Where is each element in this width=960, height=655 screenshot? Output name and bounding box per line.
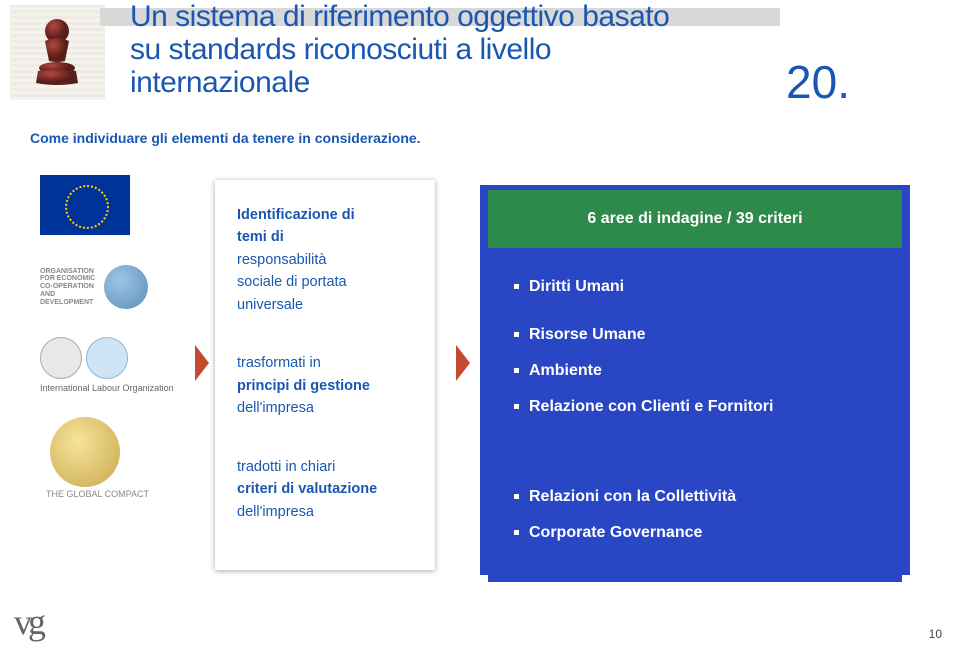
middle-text: responsabilità [237, 249, 413, 271]
ilo-emblem-icon [40, 337, 82, 379]
global-compact-icon [50, 417, 120, 487]
middle-text: temi di [237, 226, 413, 248]
oecd-globe-icon [104, 265, 148, 309]
chess-decoration [10, 5, 105, 100]
oecd-logo: ORGANISATION FOR ECONOMIC CO-OPERATION A… [40, 265, 205, 309]
middle-text: criteri di valutazione [237, 478, 413, 500]
middle-text: dell'impresa [237, 397, 413, 419]
middle-text: trasformati in [237, 352, 413, 374]
ilo-label: International Labour Organization [40, 383, 205, 393]
slide-number: 20. [786, 55, 850, 109]
middle-text: tradotti in chiari [237, 456, 413, 478]
arrow-icon [195, 345, 209, 381]
criteria-header-text: 6 aree di indagine / 39 criteri [587, 210, 802, 228]
criteria-box: Relazioni con la Collettività Corporate … [488, 462, 902, 582]
oecd-label: ORGANISATION FOR ECONOMIC CO-OPERATION A… [40, 268, 100, 306]
middle-text: Identificazione di [237, 204, 413, 226]
page-number: 10 [929, 627, 942, 641]
title-line: su standards riconosciuti a livello [130, 33, 551, 66]
criteria-item: Corporate Governance [514, 524, 876, 542]
middle-text: principi di gestione [237, 375, 413, 397]
middle-text: universale [237, 294, 413, 316]
un-emblem-icon [86, 337, 128, 379]
criteria-item: Diritti Umani [514, 278, 876, 296]
global-compact-label: THE GLOBAL COMPACT [46, 489, 205, 499]
criteria-item: Relazione con Clienti e Fornitori [514, 398, 876, 416]
brand-mark: vg [14, 601, 42, 643]
chess-pawn-icon [30, 13, 85, 93]
criteria-header: 6 aree di indagine / 39 criteri [488, 190, 902, 248]
title-line: Un sistema di riferimento oggettivo basa… [130, 0, 669, 33]
middle-text: dell'impresa [237, 501, 413, 523]
eu-flag-icon [40, 175, 130, 235]
page-title: Un sistema di riferimento oggettivo basa… [130, 0, 669, 99]
middle-panel: Identificazione di temi di responsabilit… [215, 180, 435, 570]
criteria-item: Relazioni con la Collettività [514, 488, 876, 506]
arrow-icon [456, 345, 470, 381]
criteria-item: Ambiente [514, 362, 876, 380]
page-subtitle: Come individuare gli elementi da tenere … [30, 130, 421, 146]
ilo-logo [40, 337, 205, 379]
title-line: internazionale [130, 66, 310, 99]
middle-text: sociale di portata [237, 271, 413, 293]
criteria-box: Risorse Umane Ambiente Relazione con Cli… [488, 300, 902, 456]
criteria-item: Risorse Umane [514, 326, 876, 344]
logos-column: ORGANISATION FOR ECONOMIC CO-OPERATION A… [40, 175, 205, 499]
